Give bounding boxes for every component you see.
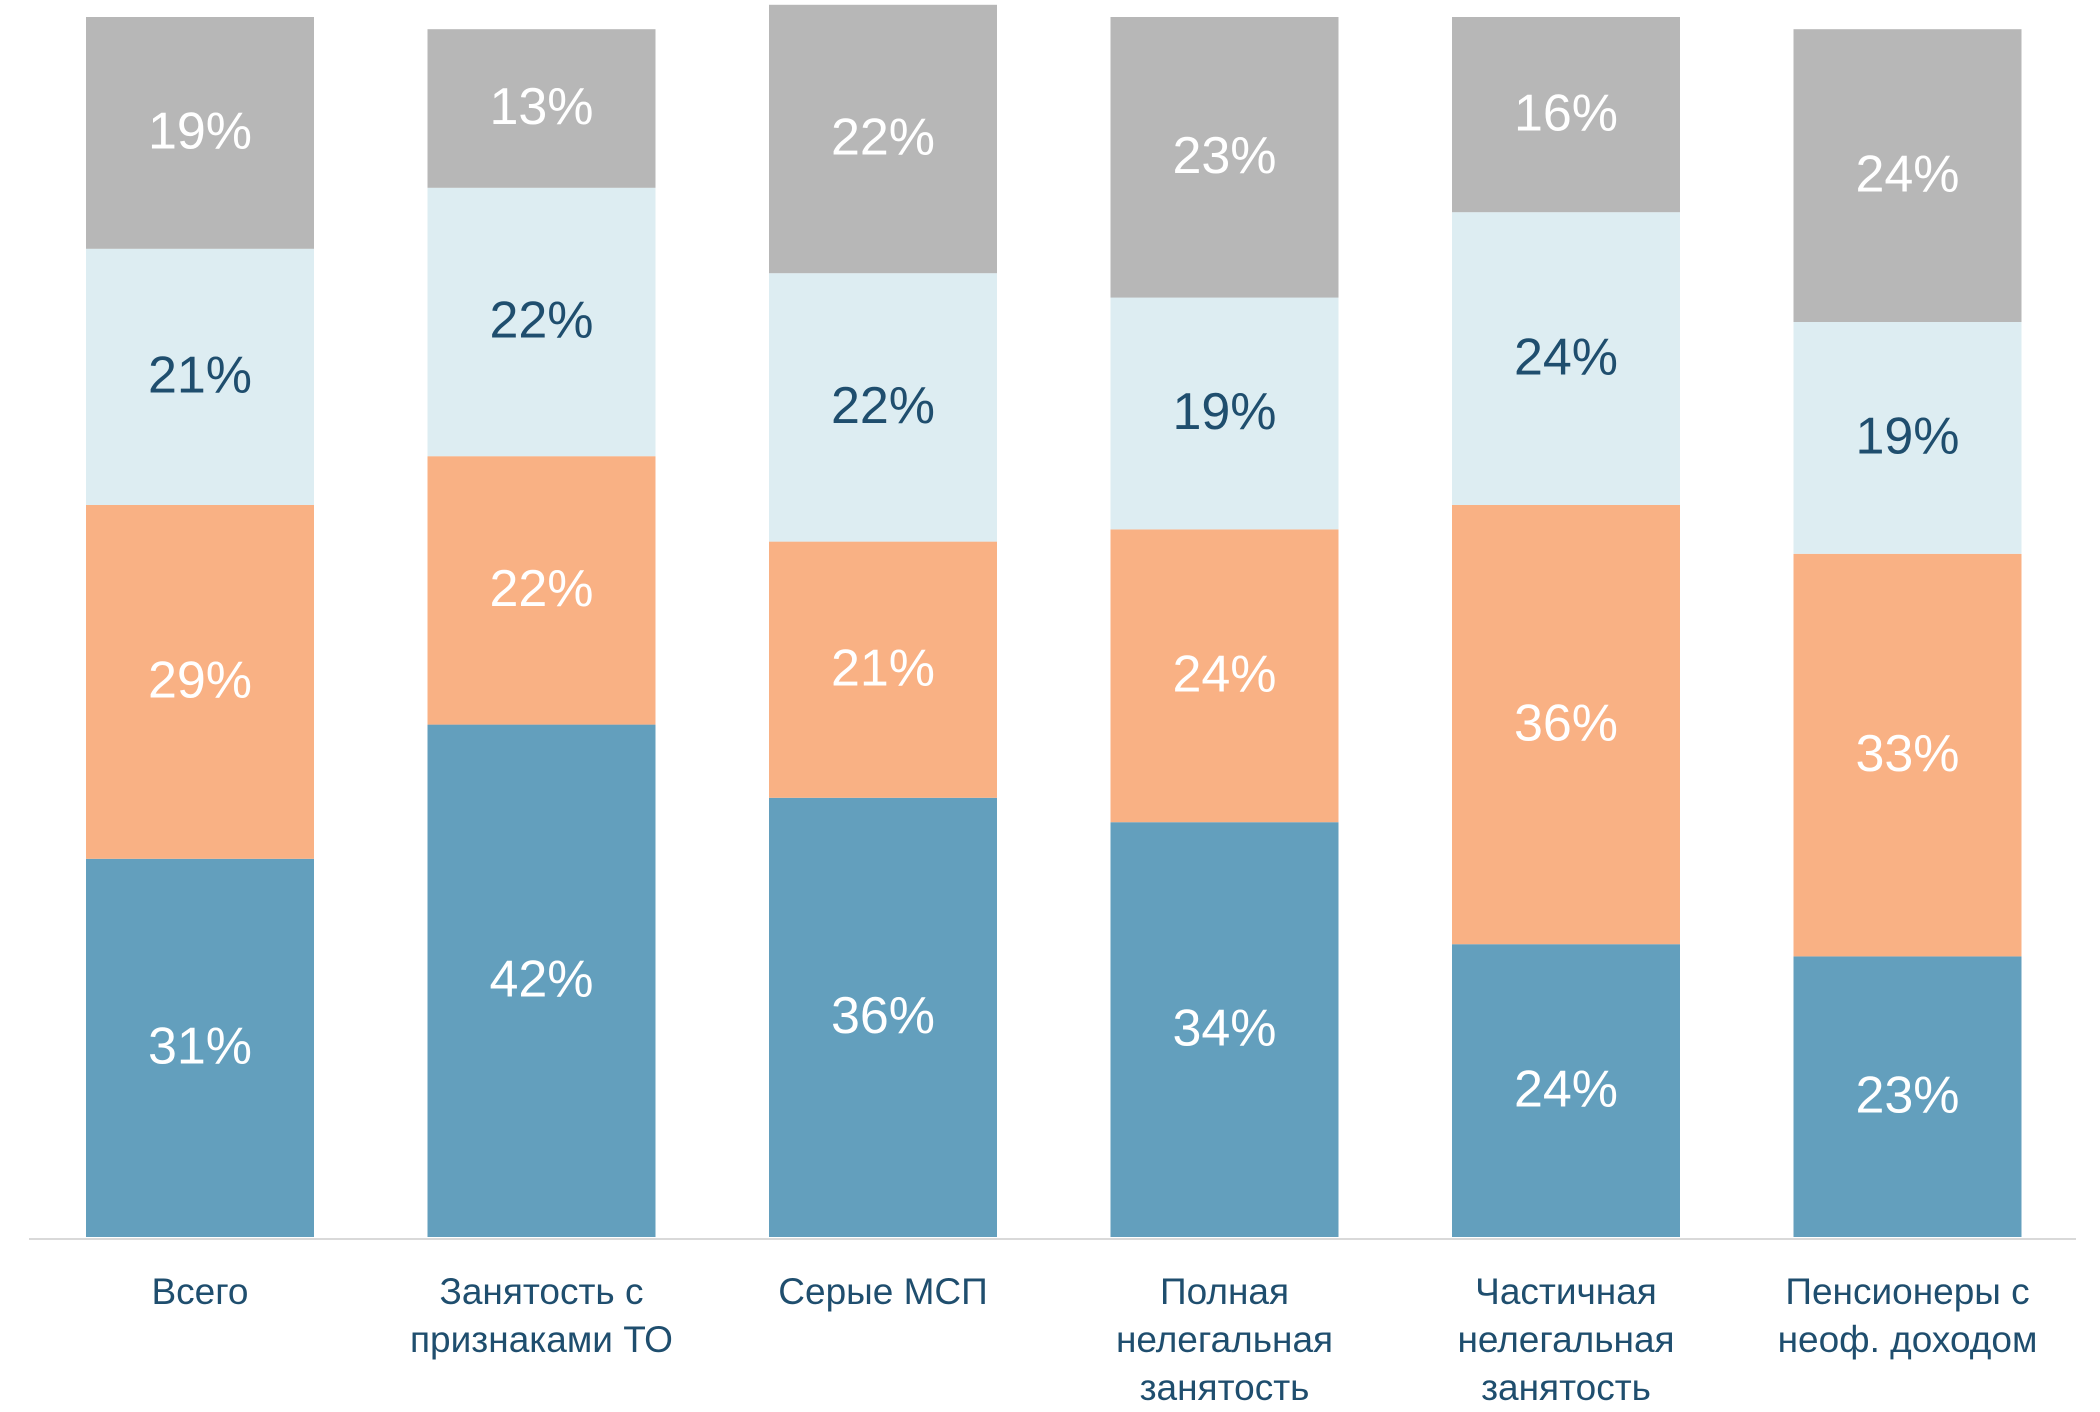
data-label: 29% <box>148 652 252 710</box>
data-label: 21% <box>831 639 935 697</box>
bar-segment <box>86 858 314 1237</box>
x-tick-label: Всего <box>151 1271 249 1312</box>
data-label: 23% <box>1855 1066 1959 1124</box>
data-label: 22% <box>489 292 593 350</box>
bar-segment <box>427 456 656 725</box>
data-label: 31% <box>148 1018 252 1076</box>
bar-segment <box>1110 297 1339 530</box>
data-label: 36% <box>831 987 935 1045</box>
data-label: 13% <box>489 78 593 136</box>
bar-segment <box>1452 212 1680 505</box>
bar-segment <box>1793 322 2022 554</box>
bar-segment <box>1793 553 2022 957</box>
data-label: 34% <box>1172 999 1276 1057</box>
data-label: 23% <box>1172 127 1276 185</box>
data-label: 19% <box>1172 383 1276 441</box>
data-label: 19% <box>148 103 252 161</box>
x-tick-label: Полная нелегальная занятость <box>1115 1271 1334 1408</box>
x-tick-label: Пенсионеры с неоф. доходом <box>1777 1271 2038 1360</box>
data-label: 33% <box>1855 725 1959 783</box>
bar-segment <box>1452 505 1680 945</box>
x-tick-label: Частичная нелегальная занятость <box>1457 1271 1675 1408</box>
bar-segment <box>86 248 314 506</box>
bar-segment <box>1793 29 2022 322</box>
bar-segment <box>1110 17 1339 298</box>
bar-segment <box>1110 822 1339 1237</box>
data-label: 42% <box>489 951 593 1009</box>
bar-segment <box>769 797 997 1237</box>
data-label: 24% <box>1514 328 1618 386</box>
bar-segment <box>769 273 997 542</box>
bar-segment <box>1452 944 1680 1237</box>
x-tick-label: Серые МСП <box>778 1271 988 1312</box>
bar-segment <box>427 724 656 1237</box>
data-label: 22% <box>831 109 935 167</box>
bar-segment <box>1452 17 1680 213</box>
data-label: 22% <box>831 377 935 435</box>
data-label: 16% <box>1514 84 1618 142</box>
x-tick-label: Занятость с признаками ТО <box>410 1271 673 1360</box>
bar-segment <box>427 187 656 457</box>
data-label: 19% <box>1855 408 1959 466</box>
bar-segment <box>86 505 314 859</box>
data-label: 36% <box>1514 694 1618 752</box>
data-label: 24% <box>1172 646 1276 704</box>
data-label: 22% <box>489 560 593 618</box>
data-label: 24% <box>1514 1060 1618 1118</box>
bar-segment <box>427 29 656 188</box>
data-label: 24% <box>1855 145 1959 203</box>
bar-segment <box>1793 956 2022 1237</box>
bar-segment <box>86 17 314 249</box>
bar-segment <box>769 4 997 274</box>
data-label: 21% <box>148 347 252 405</box>
bar-segment <box>1110 529 1339 823</box>
bar-segment <box>769 541 997 798</box>
